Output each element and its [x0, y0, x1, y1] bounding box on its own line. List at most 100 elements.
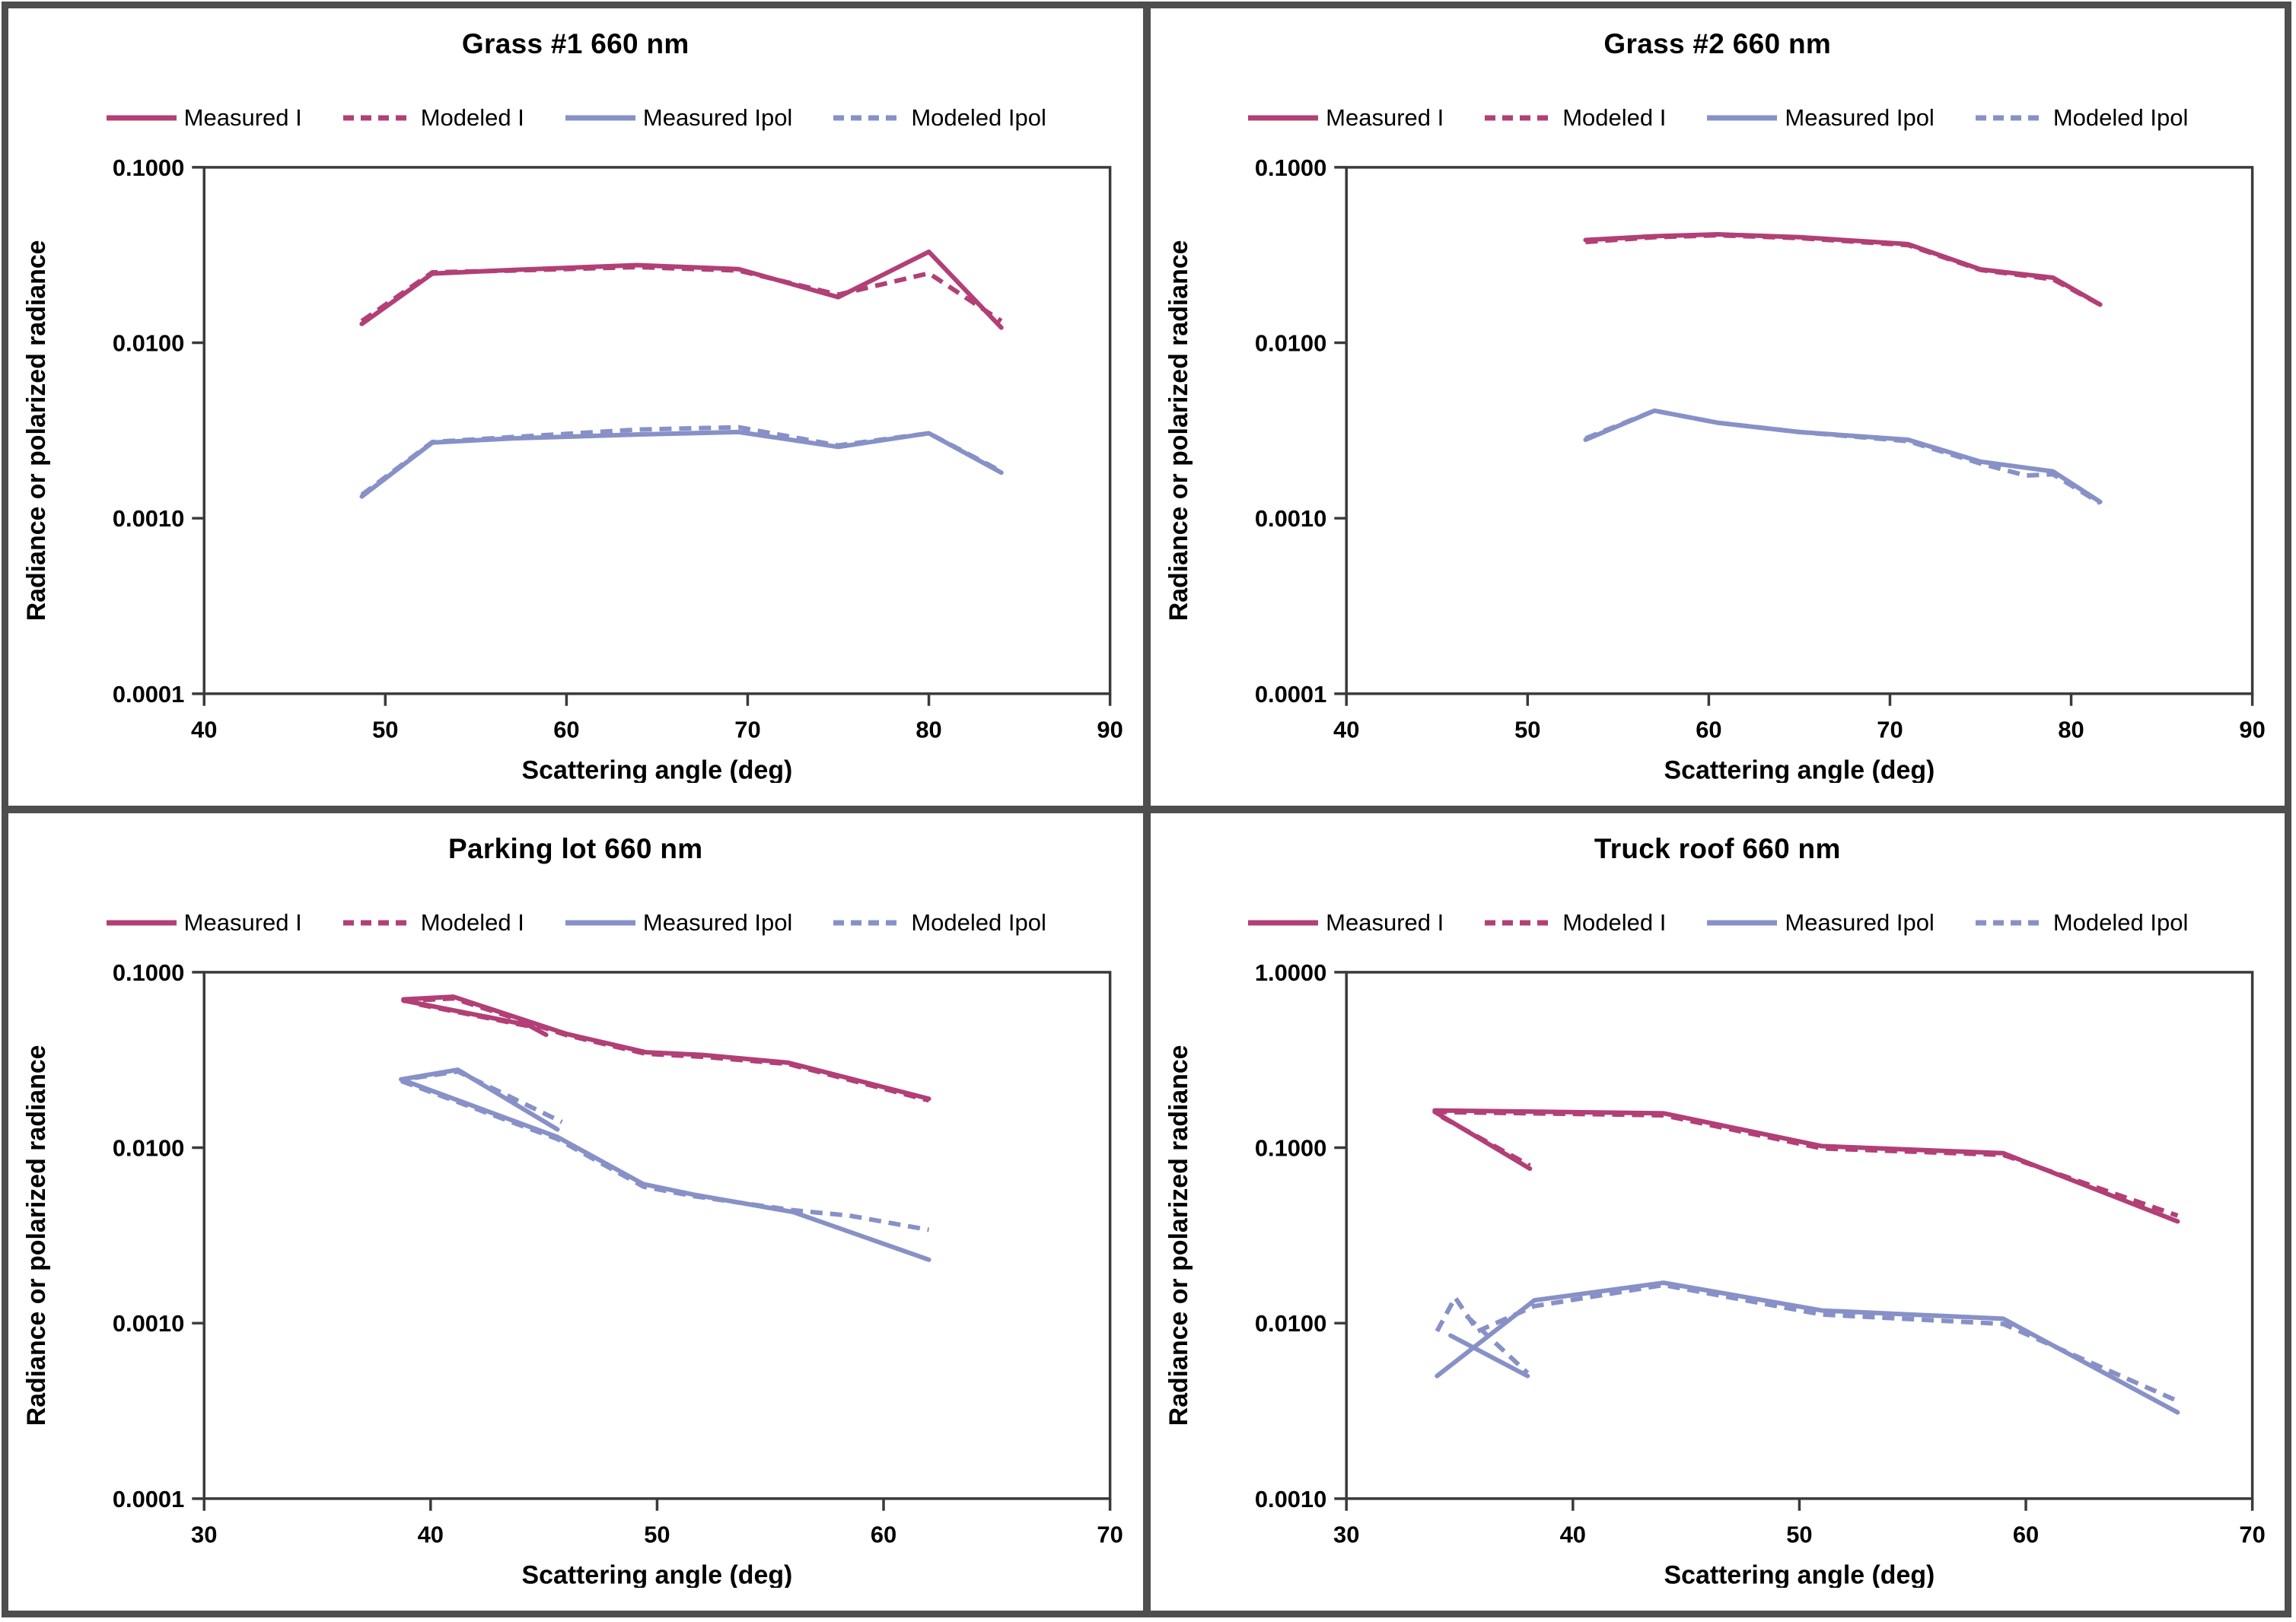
legend-item-measured-ipol: Measured Ipol	[564, 106, 792, 129]
x-tick-label: 60	[553, 717, 579, 743]
chart-title: Grass #2 660 nm	[1603, 28, 1832, 59]
y-tick-label: 0.1000	[1254, 154, 1326, 181]
chart-legend: Measured I Modeled I Measured Ipol Model…	[8, 106, 1143, 129]
y-tick-label: 0.0100	[113, 1135, 184, 1162]
x-tick-label: 60	[1696, 717, 1721, 743]
x-tick-label: 70	[734, 717, 760, 743]
y-tick-label: 0.1000	[1254, 1135, 1326, 1162]
series-line-modeled-i	[360, 265, 1003, 323]
x-tick-label: 40	[1559, 1522, 1585, 1548]
legend-label: Measured Ipol	[642, 909, 793, 936]
legend-swatch-solid-line-icon	[1247, 918, 1320, 928]
chart-title: Parking lot 660 nm	[448, 833, 703, 864]
x-tick-label: 50	[1514, 717, 1540, 743]
legend-label: Modeled I	[420, 104, 524, 131]
series-line-measured-ipol	[1582, 408, 2103, 504]
x-tick-label: 40	[1333, 717, 1359, 743]
series-line-modeled-ipol	[1464, 1314, 1529, 1375]
y-tick-label: 0.0100	[113, 330, 184, 357]
chart-title: Truck roof 660 nm	[1594, 833, 1841, 864]
x-axis-title: Scattering angle (deg)	[522, 1560, 793, 1588]
series-line-measured-i	[359, 249, 1004, 330]
legend-label: Measured Ipol	[642, 104, 793, 131]
legend-item-measured-i: Measured I	[105, 106, 302, 129]
chart-legend: Measured I Modeled I Measured Ipol Model…	[1151, 106, 2285, 129]
legend-label: Measured I	[183, 104, 302, 131]
y-tick-label: 1.0000	[1254, 959, 1326, 986]
y-tick-label: 0.0100	[1254, 1310, 1326, 1337]
chart-title: Grass #1 660 nm	[461, 28, 689, 59]
x-tick-label: 50	[372, 717, 398, 743]
x-tick-label: 30	[1333, 1522, 1359, 1548]
series-line-measured-ipol	[399, 1077, 931, 1262]
legend-item-modeled-ipol: Modeled Ipol	[1974, 104, 2189, 131]
series-line-modeled-i	[403, 996, 930, 1103]
y-tick-label: 0.1000	[113, 959, 184, 986]
legend-swatch-solid-line-icon	[564, 918, 637, 928]
legend-swatch-dashed-line-icon	[342, 113, 415, 123]
chart-plot-area: 1.0000 0.1000 0.0100 0.0010 30 40 50 60 70 Scatte…	[1164, 959, 2265, 1589]
legend-item-modeled-i: Modeled I	[1483, 106, 1666, 129]
legend-item-modeled-i: Modeled I	[1483, 911, 1666, 934]
legend-swatch-dashed-line-icon	[832, 918, 905, 928]
x-tick-label: 70	[1097, 1522, 1123, 1548]
x-tick-label: 70	[2239, 1522, 2265, 1548]
y-tick-label: 0.0100	[1254, 330, 1326, 357]
panel-truck-roof: Truck roof 660 nm Measured I Modeled I M…	[1146, 809, 2288, 1614]
x-tick-label: 50	[644, 1522, 670, 1548]
series-line-modeled-ipol	[1435, 1283, 2179, 1404]
legend-item-modeled-ipol: Modeled Ipol	[1974, 911, 2188, 934]
y-axis-title: Radiance or polarized radiance	[1164, 1045, 1193, 1426]
legend-label: Measured I	[1326, 104, 1444, 131]
legend-swatch-dashed-line-icon	[1974, 918, 2047, 928]
x-tick-label: 60	[871, 1522, 896, 1548]
legend-swatch-dashed-line-icon	[1483, 918, 1556, 928]
series-line-measured-ipol	[359, 429, 1004, 499]
legend-item-measured-ipol: Measured Ipol	[564, 911, 792, 934]
y-tick-label: 0.0010	[113, 1310, 184, 1337]
legend-item-measured-i: Measured I	[105, 911, 302, 934]
legend-swatch-solid-line-icon	[105, 113, 178, 123]
legend-item-measured-ipol: Measured Ipol	[1705, 104, 1935, 131]
legend-label: Modeled Ipol	[911, 104, 1046, 131]
chart-plot-area: 0.1000 0.0100 0.0010 0.0001 30 40 50 60 70 Scatte…	[22, 959, 1123, 1589]
legend-label: Measured I	[1326, 909, 1444, 936]
legend-item-modeled-ipol: Modeled Ipol	[832, 911, 1046, 934]
legend-item-measured-ipol: Measured Ipol	[1705, 909, 1935, 936]
x-tick-label: 50	[1786, 1522, 1812, 1548]
panel-grass-2: Grass #2 660 nm Measured I Modeled I Mea…	[1146, 5, 2288, 809]
x-tick-label: 60	[2012, 1522, 2038, 1548]
legend-label: Modeled I	[1562, 909, 1667, 936]
x-tick-label: 40	[191, 717, 217, 743]
legend-swatch-dashed-line-icon	[1974, 113, 2047, 123]
legend-label: Measured Ipol	[1785, 909, 1935, 936]
y-axis-title: Radiance or polarized radiance	[22, 1045, 51, 1426]
legend-label: Modeled Ipol	[2052, 104, 2189, 131]
chart-plot-area: 0.1000 0.0100 0.0010 0.0001 40 50 60 70 80 90 Scat…	[1164, 154, 2265, 784]
panel-parking-lot: Parking lot 660 nm Measured I Modeled I …	[5, 809, 1147, 1614]
legend-swatch-solid-line-icon	[105, 918, 178, 928]
x-tick-label: 30	[191, 1522, 217, 1548]
series-line-modeled-i	[1434, 1109, 2178, 1218]
legend-swatch-solid-line-icon	[1705, 918, 1779, 928]
legend-label: Measured Ipol	[1785, 104, 1935, 131]
series-line-modeled-ipol	[414, 1069, 563, 1124]
legend-swatch-solid-line-icon	[1247, 113, 1320, 123]
x-tick-label: 80	[2058, 717, 2084, 743]
series-line-modeled-ipol	[400, 1079, 930, 1232]
legend-item-measured-i: Measured I	[1247, 911, 1444, 934]
y-tick-label: 0.0001	[113, 681, 184, 708]
legend-label: Modeled I	[1562, 104, 1667, 131]
series-line-measured-ipol	[399, 1067, 560, 1132]
legend-item-modeled-ipol: Modeled Ipol	[832, 106, 1046, 129]
series-line-measured-i	[1582, 232, 2103, 307]
y-tick-label: 0.0001	[1254, 681, 1326, 708]
legend-item-modeled-i: Modeled I	[342, 106, 524, 129]
legend-label: Measured I	[183, 909, 302, 936]
legend-swatch-solid-line-icon	[564, 113, 637, 123]
y-tick-label: 0.0010	[113, 505, 184, 532]
series-line-modeled-i	[1440, 1115, 1531, 1168]
series-line-modeled-ipol	[360, 425, 1003, 497]
x-tick-label: 70	[1877, 717, 1903, 743]
